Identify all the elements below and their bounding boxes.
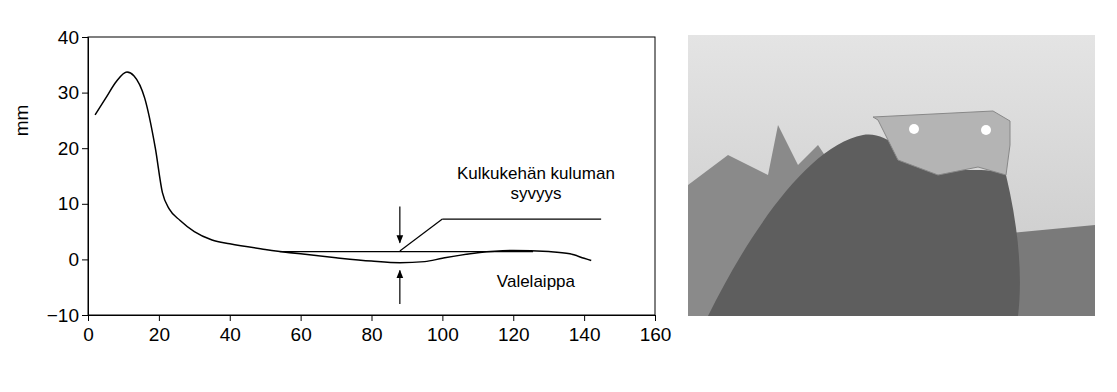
y-axis-title: mm — [11, 105, 32, 137]
reference-line — [280, 251, 533, 252]
x-tick-mark — [442, 315, 443, 321]
x-tick-mark — [372, 315, 373, 321]
x-tick-label: 20 — [149, 324, 170, 345]
y-tick-label: 0 — [68, 249, 79, 270]
leader-line — [400, 219, 443, 251]
x-tick: 160 — [640, 315, 672, 345]
arrow-down — [399, 207, 400, 243]
photo — [688, 35, 1095, 316]
y-tick-label: 30 — [58, 82, 79, 103]
x-tick: 0 — [83, 315, 94, 345]
y-tick-mark — [82, 204, 88, 205]
x-tick-mark — [301, 315, 302, 321]
photo-gauge-hole — [981, 125, 991, 135]
x-tick-label: 160 — [640, 324, 672, 345]
annotations: Kulkukehän kulumansyvyys Valelaippa — [280, 164, 615, 304]
x-tick-label: 60 — [291, 324, 312, 345]
x-tick-label: 0 — [83, 324, 94, 345]
y-tick-label: 10 — [58, 193, 79, 214]
annotation-line: syvyys — [510, 184, 561, 203]
x-tick-label: 120 — [498, 324, 530, 345]
y-tick: 20 — [58, 138, 88, 159]
x-tick-label: 80 — [361, 324, 382, 345]
y-tick-mark — [82, 37, 88, 38]
x-tick-label: 40 — [220, 324, 241, 345]
x-axis: 0 20 40 60 80 100 120 140 160 — [83, 315, 671, 345]
y-tick-label: 40 — [58, 27, 79, 48]
y-tick-mark — [82, 315, 88, 316]
y-tick-mark — [82, 259, 88, 260]
photo-gauge-hole — [909, 124, 919, 134]
x-tick: 20 — [149, 315, 170, 345]
photo-gauge — [873, 111, 1010, 175]
photo-sky — [688, 35, 1095, 316]
leader-line — [442, 218, 601, 219]
x-tick: 60 — [291, 315, 312, 345]
x-tick: 120 — [498, 315, 530, 345]
annotation-text: Valelaippa — [497, 272, 576, 291]
y-tick-label: −10 — [47, 305, 79, 326]
y-tick-mark — [82, 93, 88, 94]
y-tick: 10 — [58, 193, 88, 214]
y-tick: −10 — [47, 305, 88, 326]
x-tick: 140 — [569, 315, 601, 345]
plot-frame — [88, 37, 655, 315]
y-axis-line — [82, 38, 89, 316]
x-tick-mark — [230, 315, 231, 321]
y-tick: 0 — [68, 249, 88, 270]
x-tick-mark — [513, 315, 514, 321]
x-axis-line — [89, 316, 656, 322]
annotation-text: Kulkukehän kulumansyvyys — [457, 164, 615, 203]
x-tick-label: 140 — [569, 324, 601, 345]
annotation-line: Kulkukehän kuluman — [457, 164, 615, 183]
y-tick: 30 — [58, 82, 88, 103]
plot: 020406080100120140160−10010203040mmKulku… — [11, 27, 671, 346]
x-tick-mark — [159, 315, 160, 321]
arrow-up — [399, 271, 400, 304]
y-axis: −10 0 10 20 30 40 — [47, 27, 89, 326]
x-tick: 100 — [427, 315, 459, 345]
x-tick-mark — [655, 315, 656, 321]
y-tick-label: 20 — [58, 138, 79, 159]
x-tick: 80 — [361, 315, 382, 345]
chart-svg: 020406080100120140160−10010203040mmKulku… — [0, 0, 1117, 392]
y-tick-mark — [82, 148, 88, 149]
y-tick: 40 — [58, 27, 88, 48]
x-tick-mark — [584, 315, 585, 321]
x-tick-label: 100 — [427, 324, 459, 345]
x-tick: 40 — [220, 315, 241, 345]
